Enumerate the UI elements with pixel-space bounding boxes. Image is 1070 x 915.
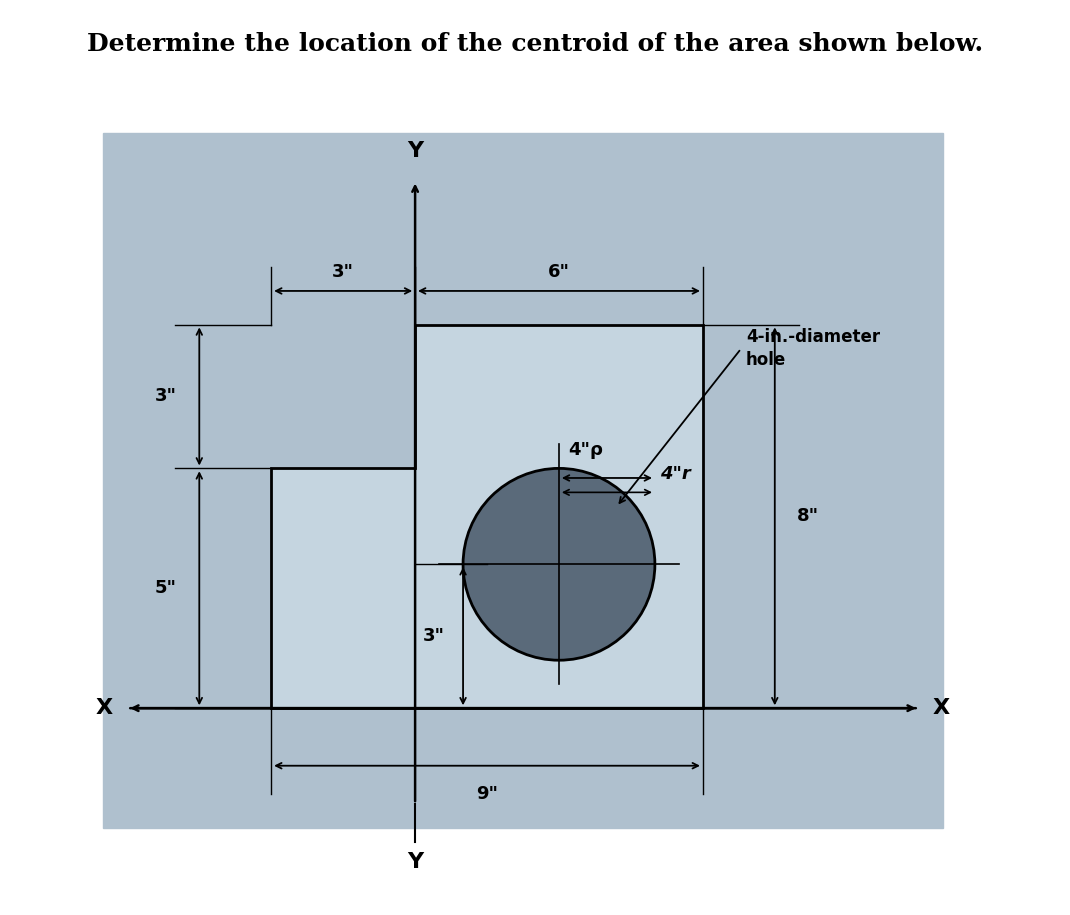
Text: Y: Y (407, 852, 423, 872)
Text: 3": 3" (424, 628, 445, 645)
Text: Determine the location of the centroid of the area shown below.: Determine the location of the centroid o… (87, 32, 983, 56)
Text: 4-in.-diameter
hole: 4-in.-diameter hole (746, 328, 881, 369)
Text: 5": 5" (155, 579, 177, 597)
Bar (104, 133, 943, 828)
Text: 8": 8" (797, 507, 820, 525)
Text: 4"ρ: 4"ρ (568, 441, 603, 458)
Text: X: X (96, 698, 113, 718)
Polygon shape (271, 325, 703, 708)
Text: X: X (933, 698, 950, 718)
Text: Y: Y (407, 142, 423, 161)
Text: 9": 9" (476, 785, 498, 803)
Circle shape (463, 468, 655, 661)
Text: 6": 6" (548, 263, 570, 281)
Text: 3": 3" (155, 387, 177, 405)
Text: 3": 3" (332, 263, 354, 281)
Text: 4"r: 4"r (660, 465, 690, 483)
